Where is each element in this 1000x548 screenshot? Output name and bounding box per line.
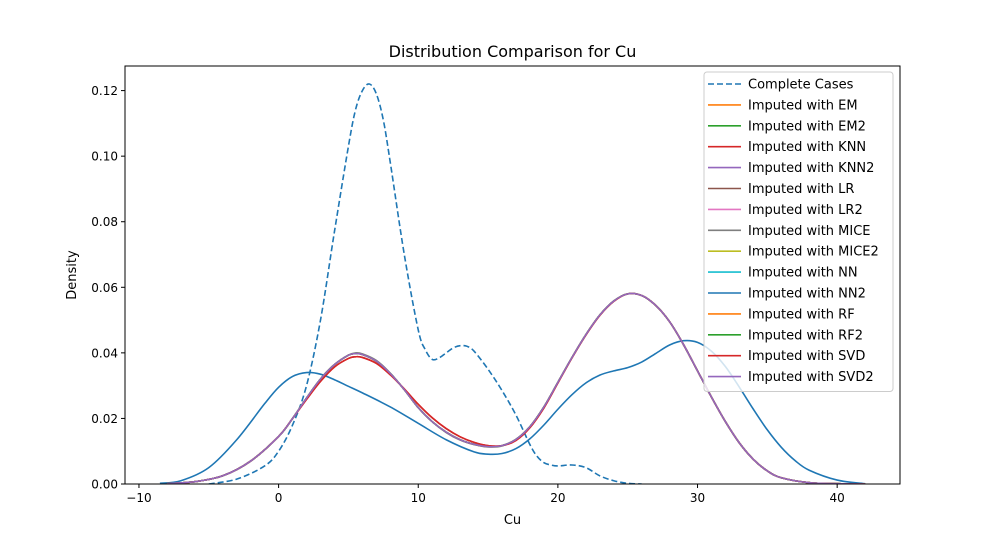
- legend: Complete Cases Imputed with EM Imputed wit…: [703, 71, 894, 392]
- legend-label: Imputed with SVD: [748, 349, 865, 364]
- y-tick-label: 0.08: [91, 215, 118, 229]
- y-tick-label: 0.06: [91, 281, 118, 295]
- y-tick-label: 0.10: [91, 150, 118, 164]
- legend-label: Imputed with LR: [748, 182, 854, 197]
- legend-box: [703, 71, 894, 392]
- x-axis: −10 0 10 20 30 40: [126, 484, 845, 505]
- x-tick-label: 40: [830, 491, 845, 505]
- chart-title: Distribution Comparison for Cu: [389, 42, 637, 61]
- legend-label: Imputed with RF2: [748, 328, 863, 343]
- x-tick-label: 30: [690, 491, 705, 505]
- series-line-complete-cases: [208, 83, 642, 484]
- y-axis-label: Density: [65, 250, 80, 300]
- legend-label: Complete Cases: [748, 78, 854, 93]
- y-tick-label: 0.04: [91, 346, 118, 360]
- x-axis-label: Cu: [504, 513, 521, 528]
- x-tick-label: 10: [411, 491, 426, 505]
- series-line-imputed-with-svd2: [166, 292, 866, 484]
- legend-label: Imputed with EM2: [748, 119, 866, 134]
- legend-label: Imputed with MICE2: [748, 245, 879, 260]
- legend-label: Imputed with NN: [748, 266, 858, 281]
- legend-label: Imputed with MICE: [748, 224, 871, 239]
- legend-label: Imputed with NN2: [748, 287, 866, 302]
- x-tick-label: 0: [275, 491, 283, 505]
- y-tick-label: 0.12: [91, 84, 118, 98]
- legend-label: Imputed with EM: [748, 98, 858, 113]
- y-tick-label: 0.02: [91, 412, 118, 426]
- legend-label: Imputed with SVD2: [748, 370, 874, 385]
- x-tick-label: 20: [550, 491, 565, 505]
- x-tick-label: −10: [126, 491, 151, 505]
- plot-frame: [124, 65, 901, 485]
- legend-label: Imputed with KNN: [748, 140, 866, 155]
- y-tick-label: 0.00: [91, 478, 118, 492]
- legend-label: Imputed with KNN2: [748, 161, 874, 176]
- legend-label: Imputed with LR2: [748, 203, 863, 218]
- y-axis: 0.00 0.02 0.04 0.06 0.08 0.10 0.12: [91, 84, 125, 492]
- legend-label: Imputed with RF: [748, 307, 855, 322]
